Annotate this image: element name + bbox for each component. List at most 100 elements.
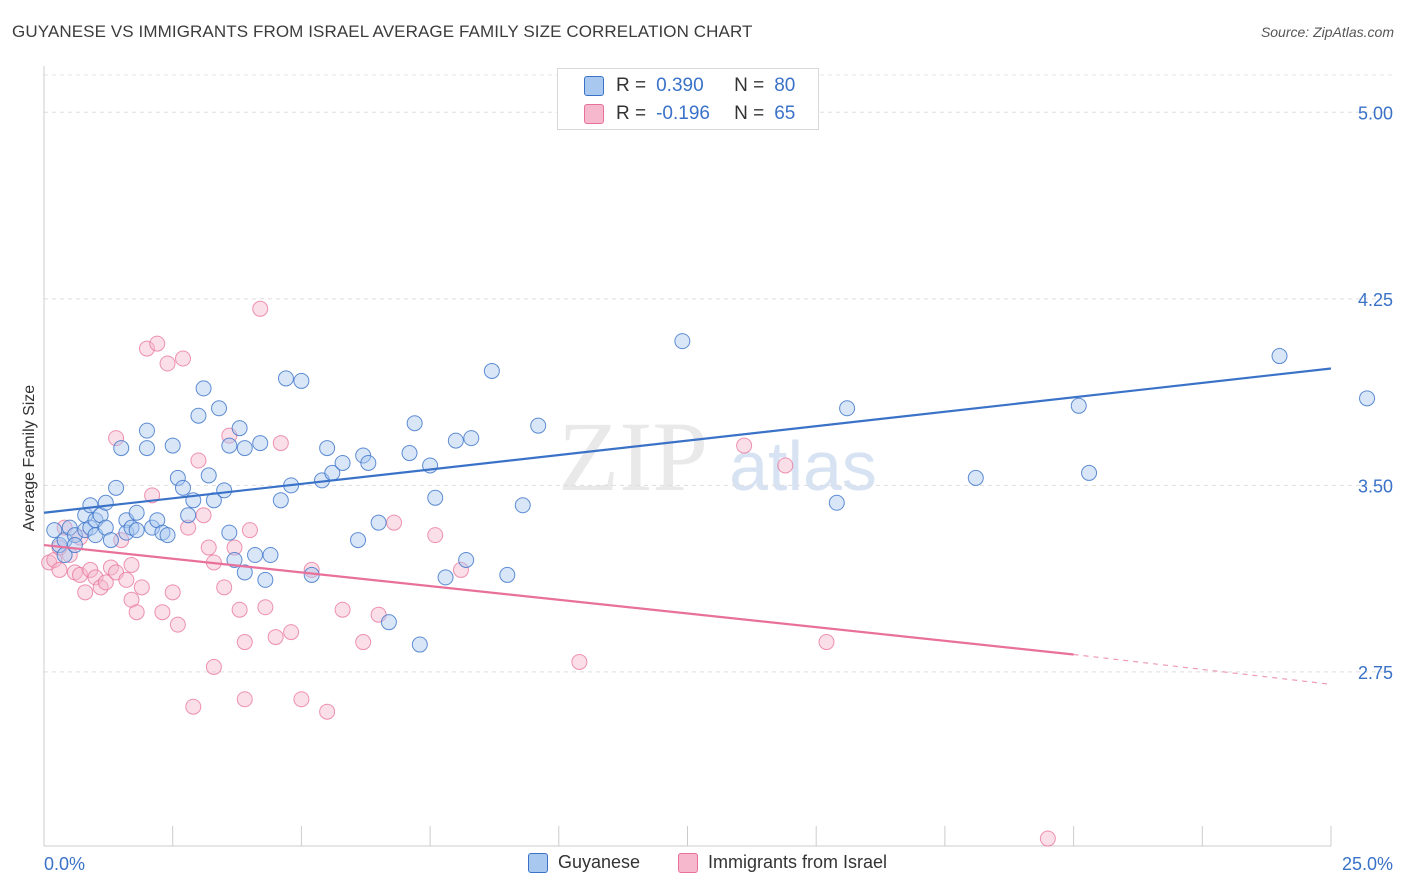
data-point-israel — [133, 579, 150, 596]
data-point-guyanese — [128, 522, 145, 539]
data-point-guyanese — [97, 494, 114, 511]
y-tick-label: 2.75 — [1358, 663, 1393, 683]
data-point-guyanese — [200, 467, 217, 484]
legend-label-israel: Immigrants from Israel — [708, 852, 888, 872]
data-point-israel — [257, 599, 274, 616]
data-point-guyanese — [499, 566, 516, 583]
data-point-guyanese — [236, 440, 253, 457]
y-axis-label: Average Family Size — [21, 385, 38, 532]
data-point-guyanese — [427, 489, 444, 506]
data-point-guyanese — [350, 532, 367, 549]
data-point-guyanese — [483, 362, 500, 379]
x-tick-label: 25.0% — [1342, 854, 1393, 874]
trend-line-guyanese — [43, 367, 1332, 514]
n-value: 65 — [774, 103, 796, 124]
data-point-israel — [87, 569, 104, 586]
r-label: R = — [616, 103, 647, 124]
tick-labels: 2.75 3.50 4.25 5.00 0.0% 25.0% — [44, 103, 1393, 874]
r-label: R = — [616, 75, 647, 96]
data-point-guyanese — [463, 430, 480, 447]
legend-item-israel[interactable]: Immigrants from Israel — [678, 852, 887, 873]
trend-line-israel — [43, 543, 1074, 656]
data-point-guyanese — [174, 479, 191, 496]
data-point-guyanese — [437, 569, 454, 586]
watermark: ZIP atlas — [558, 401, 877, 512]
bottom-legend: Guyanese Immigrants from Israel — [0, 852, 1406, 878]
data-point-israel — [164, 584, 181, 601]
n-value: 80 — [774, 75, 796, 96]
y-tick-label: 5.00 — [1358, 103, 1393, 123]
stats-legend: R = 0.390 N = 80 R = -0.196 N = 65 — [557, 68, 819, 130]
data-point-israel — [252, 300, 269, 317]
data-point-guyanese — [180, 507, 197, 524]
data-point-guyanese — [102, 532, 119, 549]
data-point-guyanese — [66, 537, 83, 554]
chart-title: GUYANESE VS IMMIGRANTS FROM ISRAEL AVERA… — [12, 22, 753, 41]
trend-lines — [43, 367, 1332, 685]
data-point-guyanese — [236, 564, 253, 581]
r-value: 0.390 — [656, 75, 704, 96]
data-point-guyanese — [138, 440, 155, 457]
data-point-guyanese — [360, 454, 377, 471]
data-point-israel — [77, 584, 94, 601]
data-point-israel — [169, 616, 186, 633]
legend-swatch-guyanese — [584, 76, 604, 96]
data-point-guyanese — [221, 524, 238, 541]
data-point-guyanese — [159, 527, 176, 544]
series-guyanese — [46, 333, 1376, 653]
y-tick-label: 3.50 — [1358, 476, 1393, 496]
data-point-israel — [51, 561, 68, 578]
data-point-guyanese — [1359, 390, 1376, 407]
data-point-guyanese — [277, 370, 294, 387]
watermark-atlas: atlas — [729, 427, 877, 505]
data-point-guyanese — [221, 437, 238, 454]
watermark-zip: ZIP — [558, 401, 708, 512]
data-point-guyanese — [211, 400, 228, 417]
data-point-israel — [108, 430, 125, 447]
data-point-guyanese — [406, 415, 423, 432]
data-point-guyanese — [828, 494, 845, 511]
data-point-israel — [205, 658, 222, 675]
data-point-israel — [736, 437, 753, 454]
data-point-israel — [226, 539, 243, 556]
data-point-guyanese — [447, 432, 464, 449]
data-point-guyanese — [514, 497, 531, 514]
data-point-guyanese — [262, 547, 279, 564]
data-point-israel — [283, 624, 300, 641]
data-point-israel — [236, 691, 253, 708]
x-tick-label: 0.0% — [44, 854, 85, 874]
n-label: N = — [734, 75, 765, 96]
data-point-israel — [267, 629, 284, 646]
data-point-guyanese — [252, 435, 269, 452]
data-point-guyanese — [370, 514, 387, 531]
data-point-israel — [216, 579, 233, 596]
data-point-guyanese — [195, 380, 212, 397]
data-point-israel — [200, 539, 217, 556]
data-point-guyanese — [108, 479, 125, 496]
data-point-guyanese — [128, 504, 145, 521]
data-point-israel — [571, 653, 588, 670]
data-point-israel — [195, 507, 212, 524]
legend-item-guyanese[interactable]: Guyanese — [528, 852, 640, 873]
source-label: Source: ZipAtlas.com — [1260, 24, 1394, 40]
data-point-israel — [231, 601, 248, 618]
data-point-israel — [180, 519, 197, 536]
data-point-israel — [97, 574, 114, 591]
data-point-israel — [154, 604, 171, 621]
data-point-guyanese — [967, 469, 984, 486]
data-point-israel — [144, 487, 161, 504]
data-point-israel — [159, 355, 176, 372]
data-point-israel — [174, 350, 191, 367]
data-point-guyanese — [46, 522, 63, 539]
data-point-israel — [185, 698, 202, 715]
data-point-guyanese — [138, 422, 155, 439]
data-point-israel — [777, 457, 794, 474]
data-point-guyanese — [458, 551, 475, 568]
data-point-guyanese — [411, 636, 428, 653]
y-tick-label: 4.25 — [1358, 290, 1393, 310]
data-point-guyanese — [1081, 464, 1098, 481]
data-point-israel — [123, 556, 140, 573]
data-point-guyanese — [169, 469, 186, 486]
data-point-guyanese — [319, 440, 336, 457]
